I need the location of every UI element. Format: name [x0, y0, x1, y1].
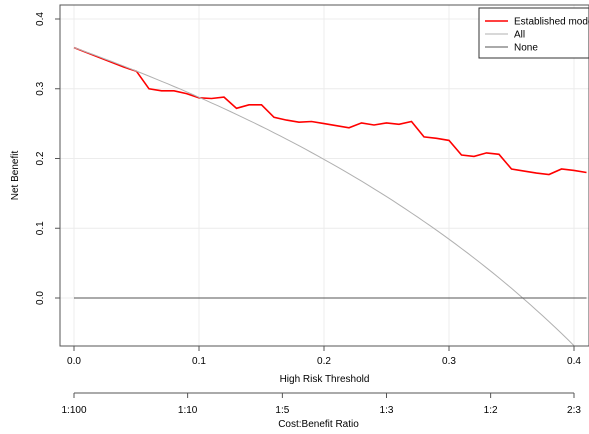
x-tick-label: 0.0: [67, 356, 81, 367]
cost-benefit-tick-label: 2:3: [567, 405, 581, 416]
legend-label: None: [514, 43, 538, 54]
y-tick-label: 0.0: [35, 291, 46, 305]
cost-benefit-tick-label: 1:3: [380, 405, 394, 416]
cost-benefit-tick-label: 1:100: [61, 405, 86, 416]
legend-label: All: [514, 30, 525, 41]
x-axis-label: High Risk Threshold: [280, 374, 370, 385]
y-tick-label: 0.3: [35, 81, 46, 95]
y-tick-label: 0.4: [35, 12, 46, 26]
y-tick-label: 0.2: [35, 151, 46, 165]
x-tick-label: 0.2: [317, 356, 331, 367]
legend-label: Established mode: [514, 17, 589, 28]
x-tick-label: 0.1: [192, 356, 206, 367]
y-tick-label: 0.1: [35, 221, 46, 235]
cost-benefit-tick-label: 1:2: [484, 405, 498, 416]
x-tick-label: 0.3: [442, 356, 456, 367]
legend: Established mode All None: [479, 8, 589, 58]
cost-benefit-tick-label: 1:10: [178, 405, 198, 416]
x-tick-label: 0.4: [567, 356, 581, 367]
cost-benefit-axis-label: Cost:Benefit Ratio: [278, 419, 359, 430]
y-axis-label: Net Benefit: [10, 151, 21, 201]
cost-benefit-tick-label: 1:5: [275, 405, 289, 416]
